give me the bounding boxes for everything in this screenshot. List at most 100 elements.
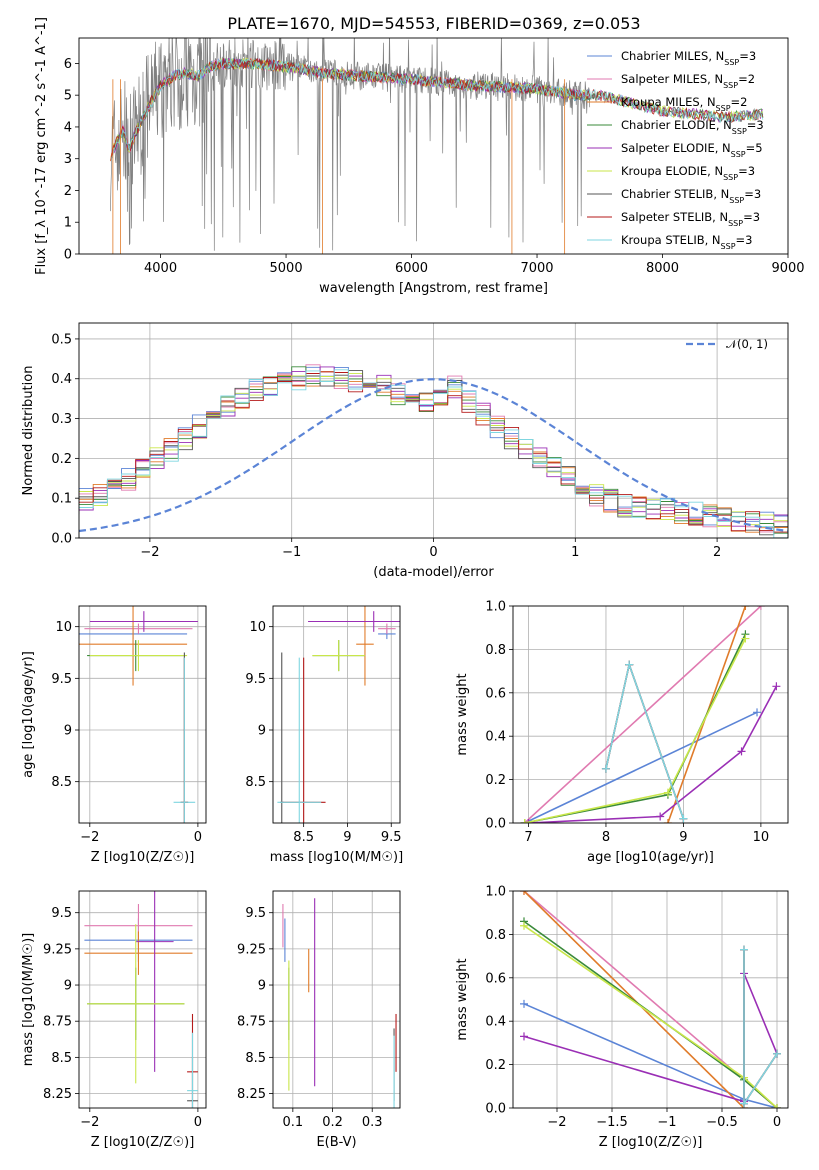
y-tick-label: 0.6 [485, 971, 506, 986]
x-tick-label: 9.5 [381, 830, 402, 845]
x-axis-label: E(B-V) [316, 1135, 356, 1150]
massweight-vs-metallicity-panel: −2 −1.5 −1 −0.5 0 0.0 0.2 0.4 0.6 0.8 1.0 Z [log10(… [455, 885, 789, 1150]
legend-label: Salpeter MILES, NSSP=2 [621, 72, 755, 90]
x-tick-label: 2 [713, 545, 721, 560]
y-tick-label: 9.25 [237, 942, 266, 957]
axes-frame [272, 890, 401, 1109]
x-tick-label: 0.1 [283, 1115, 304, 1130]
plot-area [84, 891, 198, 1108]
y-tick-label: 8.5 [245, 1051, 266, 1066]
x-tick-label: 0 [194, 1115, 202, 1130]
data-point-marker [753, 708, 762, 717]
mass-weight-line [743, 949, 778, 1107]
mass-weight-line [523, 1003, 778, 1108]
x-tick-label: 9000 [771, 261, 804, 276]
mass-weight-line [743, 949, 778, 1107]
y-tick-label: 0.8 [485, 928, 506, 943]
y-tick-label: 0.2 [485, 1058, 506, 1073]
y-axis-label: Flux [f_λ 10^-17 erg cm^-2 s^-1 A^-1] [34, 17, 49, 275]
x-tick-label: 10 [753, 830, 770, 845]
plot-area [110, 38, 764, 254]
y-tick-label: 1.0 [485, 600, 506, 615]
x-tick-label: −1.5 [596, 1115, 628, 1130]
legend-label: 𝒩(0, 1) [726, 337, 768, 351]
y-tick-label: 6 [64, 57, 72, 72]
data-point-marker [740, 1099, 748, 1108]
x-axis-label: wavelength [Angstrom, rest frame] [319, 281, 548, 296]
y-tick-label: 3 [64, 152, 72, 167]
mass-weight-line [528, 685, 778, 823]
x-axis-label: Z [log10(Z/Z☉)] [599, 1135, 703, 1150]
y-tick-label: 8.5 [245, 775, 266, 790]
x-tick-label: −1 [282, 545, 301, 560]
massweight-vs-age-panel: 7 8 9 10 0.0 0.2 0.4 0.6 0.8 1.0 age [log10(age/yr… [455, 600, 789, 865]
y-tick-label: 0.4 [485, 730, 506, 745]
x-tick-label: −2 [140, 545, 159, 560]
x-tick-label: 7000 [520, 261, 553, 276]
data-point-marker [520, 819, 529, 823]
mass-weight-line [743, 949, 778, 1107]
data-point-marker [663, 819, 672, 823]
plot-area [277, 606, 400, 823]
legend-label: Chabrier MILES, NSSP=3 [621, 49, 756, 67]
data-point-marker [601, 764, 610, 773]
legend-label: Chabrier STELIB, NSSP=3 [621, 187, 761, 205]
spectrum-legend: Chabrier MILES, NSSP=3 Salpeter MILES, NS… [587, 49, 764, 251]
plot-area [79, 364, 788, 538]
y-tick-label: 0 [64, 248, 72, 263]
data-point-marker [524, 819, 533, 823]
mass-weight-line [523, 891, 745, 1108]
axes-frame [512, 605, 789, 824]
x-tick-label: 0.3 [362, 1115, 383, 1130]
y-tick-label: 9.5 [51, 906, 72, 921]
data-point-marker [741, 606, 750, 610]
data-point-marker [625, 660, 634, 669]
axes-frame [512, 890, 789, 1109]
y-tick-label: 10 [55, 620, 72, 635]
y-tick-label: 9 [64, 979, 72, 994]
data-point-marker [656, 812, 665, 821]
observed-spectrum-line [110, 38, 591, 251]
figure-title: PLATE=1670, MJD=54553, FIBERID=0369, z=0… [227, 14, 640, 33]
x-tick-label: 8000 [646, 261, 679, 276]
x-tick-label: 6000 [395, 261, 428, 276]
y-tick-label: 8.75 [237, 1015, 266, 1030]
data-point-marker [520, 891, 528, 895]
x-axis-label: age [log10(age/yr)] [587, 850, 714, 865]
histogram-step-salpeter-elodie [79, 366, 788, 527]
y-axis-label: mass weight [455, 673, 470, 755]
legend-label: Salpeter ELODIE, NSSP=5 [621, 141, 763, 159]
legend-label: Kroupa STELIB, NSSP=3 [621, 233, 752, 251]
y-tick-label: 9.5 [245, 672, 266, 687]
mass-weight-line [524, 638, 747, 823]
x-axis-label: mass [log10(M/M☉)] [270, 850, 403, 865]
x-axis-label: (data-model)/error [373, 565, 494, 580]
x-tick-label: 4000 [144, 261, 177, 276]
x-tick-label: −2 [547, 1115, 566, 1130]
axes-frame [78, 605, 207, 824]
x-tick-label: 8.5 [293, 830, 314, 845]
y-tick-label: 5 [64, 89, 72, 104]
histogram-step-chabrier-miles [79, 366, 788, 531]
x-tick-label: −0.5 [706, 1115, 738, 1130]
data-point-marker [520, 1032, 528, 1041]
residuals-panel: −2 −1 0 1 2 0.0 0.1 0.2 0.3 0.4 0.5 (data-model)/er… [21, 322, 789, 580]
y-tick-label: 0.4 [51, 372, 72, 387]
x-tick-label: 1 [571, 545, 579, 560]
data-point-marker [663, 788, 672, 797]
normal-distribution-curve [79, 378, 788, 533]
plot-area [282, 898, 397, 1108]
mass-weight-line [524, 633, 747, 823]
y-tick-label: 9.5 [51, 672, 72, 687]
mass-weight-line [523, 973, 778, 1103]
mass-vs-metallicity-panel: −2 0 8.25 8.5 8.75 9 9.25 9.5 Z [log10(Z/Z☉)] mas… [21, 890, 207, 1150]
y-tick-label: 0.0 [485, 817, 506, 832]
y-tick-label: 8.75 [43, 1015, 72, 1030]
legend-label: Salpeter STELIB, NSSP=3 [621, 210, 760, 228]
y-tick-label: 9 [258, 979, 266, 994]
y-tick-label: 0.4 [485, 1015, 506, 1030]
axes-frame [272, 605, 401, 824]
x-tick-label: 5000 [270, 261, 303, 276]
y-tick-label: 1 [64, 216, 72, 231]
y-tick-label: 4 [64, 120, 72, 135]
